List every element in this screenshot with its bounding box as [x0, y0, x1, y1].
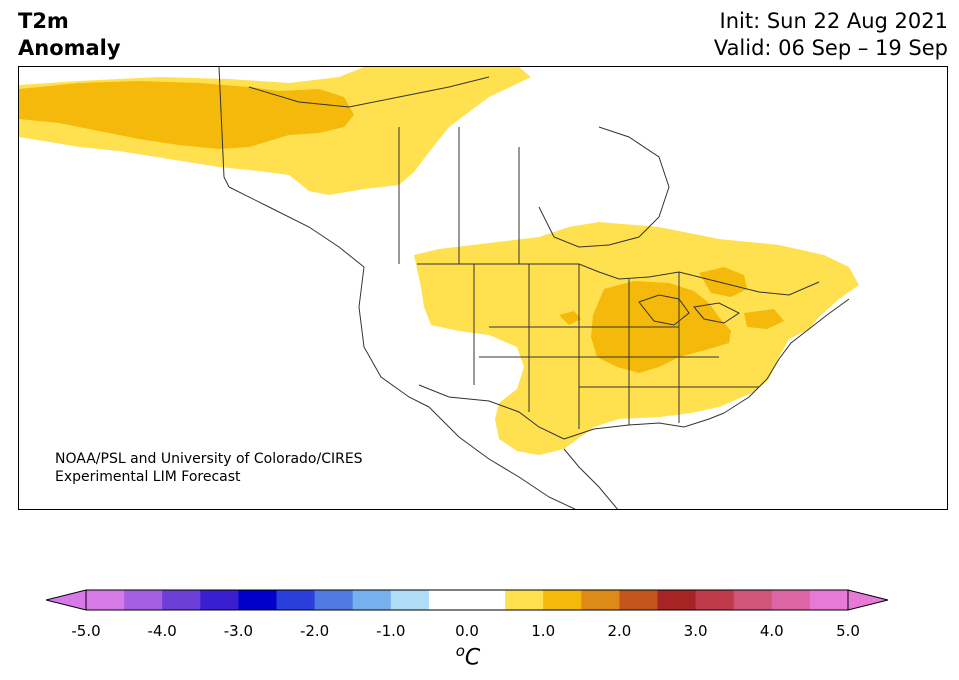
great-lakes — [638, 294, 740, 326]
map-borders — [218, 67, 850, 509]
colorbar-extend-min — [46, 589, 87, 611]
colorbar — [46, 589, 889, 611]
colorbar-cell — [200, 590, 239, 610]
colorbar-cell — [352, 590, 392, 610]
colorbar-cell — [276, 590, 316, 610]
forecast-dates: Init: Sun 22 Aug 2021 Valid: 06 Sep – 19… — [714, 8, 948, 62]
colorbar-tick-label: -4.0 — [147, 622, 177, 640]
colorbar-cell — [543, 590, 582, 610]
map-title: T2m Anomaly — [18, 8, 121, 62]
colorbar-cells — [86, 590, 849, 610]
hudson-bay-coast — [538, 126, 670, 248]
anomaly-map — [18, 66, 948, 510]
colorbar-tick-label: -1.0 — [376, 622, 406, 640]
us-gulf-coast — [563, 412, 725, 440]
colorbar-cell — [505, 590, 544, 610]
province-lines — [398, 127, 520, 264]
colorbar-cell — [619, 590, 658, 610]
title-line-2: Anomaly — [18, 36, 121, 60]
colorbar-cell — [695, 590, 735, 610]
unit-celsius: C — [464, 645, 481, 671]
colorbar-ticks: -5.0 -4.0 -3.0 -2.0 -1.0 0.0 1.0 2.0 3.0 4.0 5.0 — [0, 622, 959, 642]
credit-line-2: Experimental LIM Forecast — [55, 469, 241, 485]
us-west-coast — [358, 266, 430, 408]
colorbar-tick-label: -3.0 — [223, 622, 254, 640]
colorbar-tick-label: 5.0 — [836, 622, 860, 640]
us-east-coast — [723, 298, 850, 414]
colorbar-cell — [771, 590, 811, 610]
colorbar-tick-label: 1.0 — [531, 622, 556, 640]
canada-west-coast — [228, 186, 365, 268]
title-line-1: T2m — [18, 9, 69, 33]
anomaly-core-east — [744, 309, 784, 329]
colorbar-cell — [467, 590, 506, 610]
colorbar-cell — [733, 590, 773, 610]
colorbar-tick-label: 4.0 — [759, 622, 784, 640]
us-mexico-border — [418, 384, 565, 440]
colorbar-cell — [238, 590, 277, 610]
colorbar-cell — [657, 590, 697, 610]
colorbar-tick-label: -5.0 — [71, 622, 101, 640]
anomaly-core-alaska — [19, 81, 354, 149]
colorbar-extend-max — [847, 589, 889, 611]
anomaly-core-plains — [559, 311, 581, 325]
credit-line-1: NOAA/PSL and University of Colorado/CIRE… — [55, 451, 363, 467]
init-date: Init: Sun 22 Aug 2021 — [719, 9, 948, 33]
unit-degree: o — [455, 642, 465, 660]
colorbar-cell — [124, 590, 163, 610]
colorbar-tick-label: 3.0 — [683, 622, 708, 640]
mexico-outline — [428, 406, 618, 509]
colorbar-cell — [162, 590, 201, 610]
colorbar-outline — [85, 589, 849, 611]
state-lines — [473, 264, 759, 429]
forecast-credit: NOAA/PSL and University of Colorado/CIRE… — [55, 450, 363, 486]
colorbar-cell — [86, 590, 125, 610]
map-canvas — [19, 67, 859, 509]
colorbar-tick-label: -2.0 — [299, 622, 330, 640]
valid-dates: Valid: 06 Sep – 19 Sep — [713, 36, 948, 60]
colorbar-tick-label: 0.0 — [455, 622, 479, 640]
arctic-coast — [248, 76, 490, 108]
colorbar-tick-label: 2.0 — [607, 622, 632, 640]
colorbar-cell — [390, 590, 430, 610]
alaska-border — [218, 67, 230, 188]
colorbar-unit: oC — [456, 642, 481, 670]
anomaly-core-lakes — [699, 267, 747, 297]
colorbar-cell — [809, 590, 849, 610]
colorbar-cell — [581, 590, 620, 610]
colorbar-cell — [314, 590, 354, 610]
colorbar-cell — [428, 590, 468, 610]
us-canada-border — [417, 263, 820, 296]
